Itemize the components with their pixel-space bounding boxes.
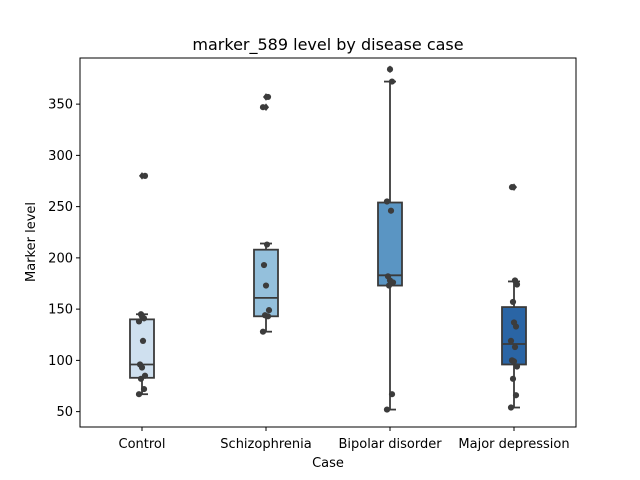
data-point bbox=[511, 277, 519, 284]
strip-points bbox=[383, 66, 397, 413]
box-group bbox=[501, 183, 527, 409]
data-point bbox=[509, 375, 517, 382]
data-point bbox=[262, 282, 270, 289]
x-tick-label: Schizophrenia bbox=[220, 437, 311, 452]
data-point bbox=[383, 198, 391, 205]
y-tick-label: 100 bbox=[48, 354, 73, 369]
data-point bbox=[388, 391, 396, 398]
data-point bbox=[264, 93, 272, 101]
y-tick-label: 200 bbox=[48, 251, 73, 266]
data-point bbox=[388, 78, 396, 85]
data-point bbox=[383, 406, 391, 413]
data-point bbox=[259, 328, 267, 335]
y-axis-label: Marker level bbox=[24, 202, 39, 282]
data-point bbox=[387, 207, 395, 214]
data-point bbox=[259, 104, 267, 111]
plot-area bbox=[129, 65, 527, 413]
y-tick-label: 300 bbox=[48, 149, 73, 164]
box-group bbox=[129, 172, 155, 396]
data-point bbox=[141, 372, 149, 379]
chart-title: marker_589 level by disease case bbox=[192, 35, 463, 55]
box-group bbox=[377, 65, 403, 411]
y-axis: 50 100 150 200 250 300 350 bbox=[48, 98, 80, 420]
data-point bbox=[261, 312, 269, 319]
data-point bbox=[135, 391, 143, 398]
data-point bbox=[509, 298, 517, 306]
data-point bbox=[136, 361, 144, 368]
data-point bbox=[135, 318, 143, 325]
x-tick-label: Control bbox=[119, 437, 166, 452]
data-point bbox=[507, 337, 515, 344]
data-point bbox=[510, 319, 518, 326]
data-point bbox=[384, 273, 392, 280]
data-point bbox=[386, 66, 394, 73]
data-point bbox=[513, 363, 521, 370]
data-point bbox=[140, 385, 148, 393]
plot-frame bbox=[79, 57, 577, 428]
box-group bbox=[253, 93, 279, 333]
data-point bbox=[507, 404, 515, 411]
strip-points bbox=[507, 184, 521, 411]
data-point bbox=[511, 343, 519, 351]
x-tick-label: Bipolar disorder bbox=[338, 437, 442, 452]
x-axis: Control Schizophrenia Bipolar disorder Majo… bbox=[119, 427, 570, 452]
y-tick-label: 50 bbox=[56, 405, 73, 420]
data-point bbox=[141, 172, 149, 179]
box bbox=[501, 306, 527, 366]
x-tick-label: Major depression bbox=[458, 437, 569, 452]
strip-points bbox=[135, 172, 149, 398]
data-point bbox=[137, 311, 145, 318]
strip-points bbox=[259, 93, 273, 335]
y-tick-label: 350 bbox=[48, 98, 73, 113]
box bbox=[377, 201, 403, 287]
data-point bbox=[260, 261, 268, 269]
y-tick-label: 150 bbox=[48, 303, 73, 318]
data-point bbox=[508, 184, 516, 191]
data-point bbox=[139, 337, 147, 344]
data-point bbox=[508, 357, 516, 364]
x-axis-label: Case bbox=[312, 456, 344, 471]
data-point bbox=[263, 241, 271, 248]
y-tick-label: 250 bbox=[48, 200, 73, 215]
data-point bbox=[512, 392, 520, 399]
data-point bbox=[265, 307, 273, 314]
